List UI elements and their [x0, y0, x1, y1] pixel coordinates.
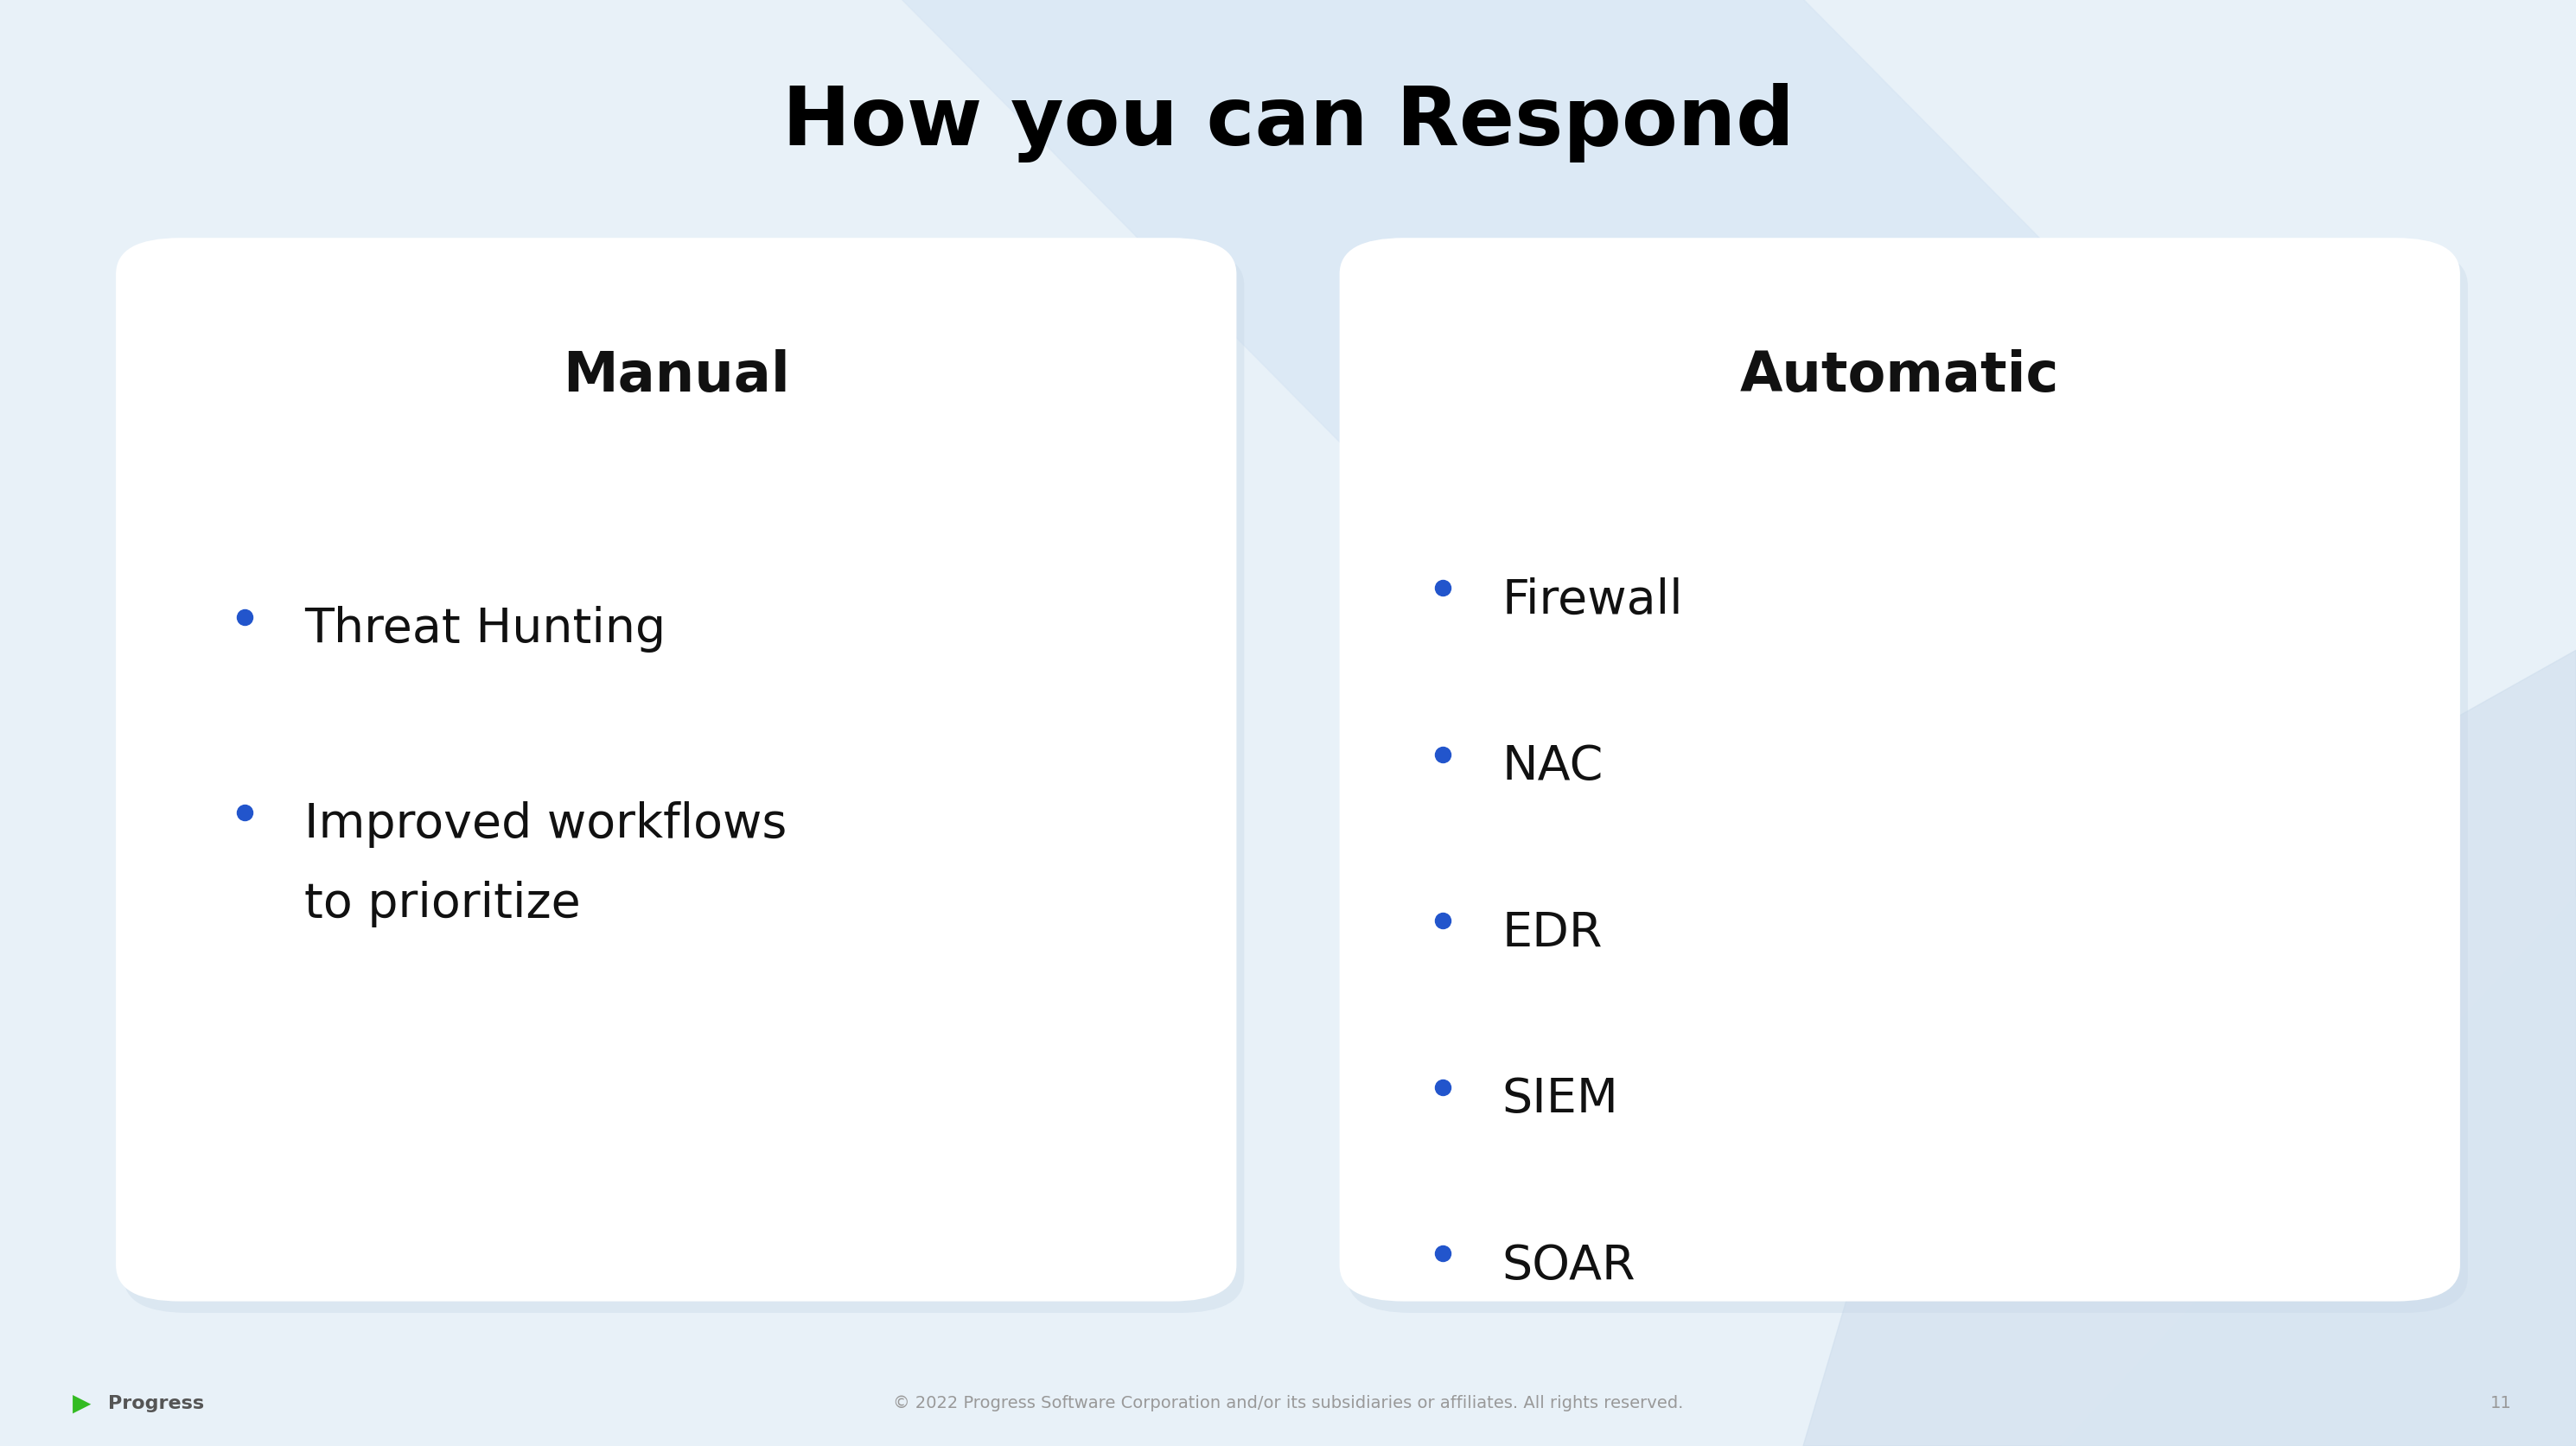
Text: Progress: Progress [108, 1394, 204, 1411]
Text: How you can Respond: How you can Respond [783, 84, 1793, 162]
FancyBboxPatch shape [124, 250, 1244, 1313]
FancyBboxPatch shape [1340, 239, 2460, 1301]
Text: Firewall: Firewall [1502, 577, 1682, 623]
FancyBboxPatch shape [1347, 250, 2468, 1313]
Text: SOAR: SOAR [1502, 1242, 1636, 1288]
Polygon shape [2061, 897, 2576, 1446]
Text: ▶: ▶ [72, 1391, 90, 1414]
Text: Automatic: Automatic [1741, 348, 2058, 403]
Text: SIEM: SIEM [1502, 1076, 1618, 1122]
Text: 11: 11 [2491, 1394, 2512, 1411]
Text: NAC: NAC [1502, 743, 1602, 790]
Polygon shape [1030, 0, 2009, 578]
FancyBboxPatch shape [116, 239, 1236, 1301]
Text: Improved workflows: Improved workflows [304, 801, 786, 847]
Text: © 2022 Progress Software Corporation and/or its subsidiaries or affiliates. All : © 2022 Progress Software Corporation and… [894, 1394, 1682, 1411]
Text: Manual: Manual [562, 348, 791, 403]
Text: EDR: EDR [1502, 910, 1602, 956]
Text: to prioritize: to prioritize [304, 881, 580, 927]
Polygon shape [902, 0, 2447, 651]
Text: Threat Hunting: Threat Hunting [304, 606, 665, 652]
Polygon shape [1803, 651, 2576, 1446]
